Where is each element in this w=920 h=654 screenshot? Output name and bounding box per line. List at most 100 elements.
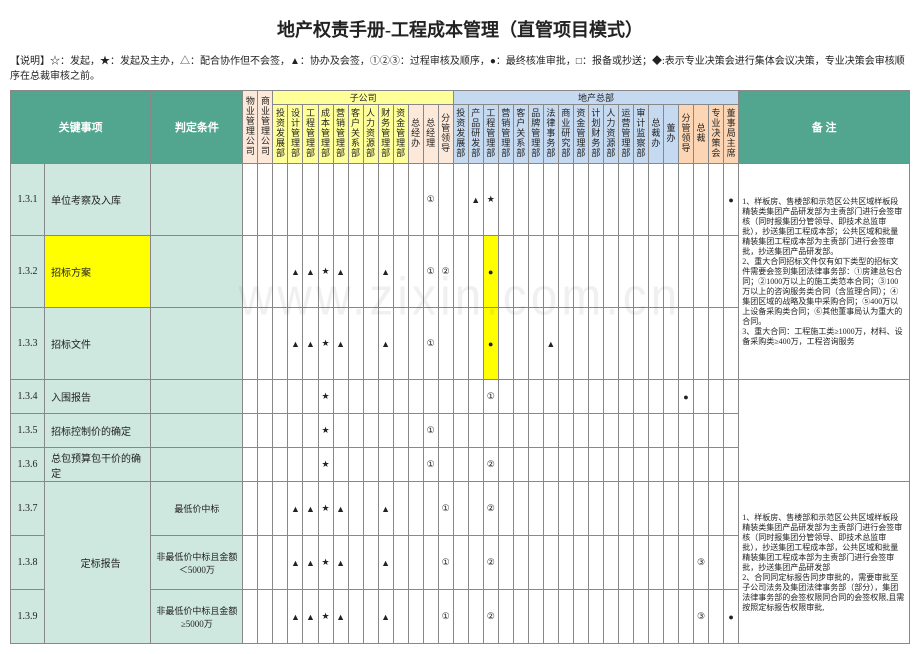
cell — [543, 590, 558, 644]
cell — [558, 414, 573, 448]
dept-15: 产品研发部 — [468, 105, 483, 164]
cell — [408, 308, 423, 380]
cell — [558, 590, 573, 644]
cell — [663, 164, 678, 236]
cell — [693, 448, 708, 482]
cell — [678, 414, 693, 448]
dept-26: 审计监察部 — [633, 105, 648, 164]
key-cell: 入围报告 — [45, 380, 151, 414]
dept-9: 财务管理部 — [378, 105, 393, 164]
cell — [393, 536, 408, 590]
cell — [724, 448, 739, 482]
cell — [468, 448, 483, 482]
cell — [633, 380, 648, 414]
cell — [303, 448, 318, 482]
cell — [273, 380, 288, 414]
cell — [648, 448, 663, 482]
cell: ① — [423, 236, 438, 308]
cell — [513, 380, 528, 414]
cell — [363, 308, 378, 380]
cell — [648, 590, 663, 644]
cell — [258, 414, 273, 448]
cell — [288, 448, 303, 482]
cell — [243, 164, 258, 236]
dept-27: 总裁办 — [648, 105, 663, 164]
cell — [258, 536, 273, 590]
cell — [468, 236, 483, 308]
cell — [378, 164, 393, 236]
hdr-remark: 备 注 — [739, 91, 910, 164]
cell — [678, 482, 693, 536]
cell — [258, 308, 273, 380]
row-num: 1.3.8 — [11, 536, 45, 590]
cell — [633, 536, 648, 590]
cell — [648, 482, 663, 536]
cell: ① — [423, 164, 438, 236]
cell — [588, 536, 603, 590]
cell — [573, 236, 588, 308]
dept-13: 分管领导 — [438, 105, 453, 164]
row-num: 1.3.5 — [11, 414, 45, 448]
cell: ① — [423, 308, 438, 380]
cell — [333, 380, 348, 414]
hdr-sub: 子公司 — [273, 91, 453, 105]
cell — [393, 380, 408, 414]
cell — [348, 164, 363, 236]
cell — [273, 308, 288, 380]
cell — [693, 380, 708, 414]
cond-cell: 最低价中标 — [151, 482, 243, 536]
cell — [348, 536, 363, 590]
main-table: 关键事项 判定条件 物业管理公司 商业管理公司 子公司 地产总部 备 注 投资发… — [10, 90, 910, 644]
key-cell: 招标方案 — [45, 236, 151, 308]
cell: ① — [438, 590, 453, 644]
header-row-1: 关键事项 判定条件 物业管理公司 商业管理公司 子公司 地产总部 备 注 — [11, 91, 910, 105]
cell: ● — [724, 164, 739, 236]
cell — [588, 590, 603, 644]
cell — [543, 380, 558, 414]
row-1.3.4: 1.3.4入围报告★①● — [11, 380, 910, 414]
cell — [573, 164, 588, 236]
cell — [648, 380, 663, 414]
cell: ▲ — [303, 536, 318, 590]
cell — [393, 308, 408, 380]
cell — [663, 536, 678, 590]
cell — [573, 590, 588, 644]
cell — [543, 236, 558, 308]
cell — [453, 164, 468, 236]
dept-12: 总经理 — [423, 105, 438, 164]
cell — [724, 236, 739, 308]
cell — [724, 414, 739, 448]
cell — [243, 308, 258, 380]
cell: ① — [438, 536, 453, 590]
cell — [303, 380, 318, 414]
cell — [708, 380, 723, 414]
cond-cell — [151, 414, 243, 448]
cell — [468, 590, 483, 644]
cell — [453, 308, 468, 380]
key-cell: 总包预算包干价的确定 — [45, 448, 151, 482]
hdr-cond: 判定条件 — [151, 91, 243, 164]
cell — [513, 308, 528, 380]
cell — [318, 164, 333, 236]
dept-25: 运营管理部 — [618, 105, 633, 164]
cell — [528, 308, 543, 380]
dept-7: 客户关系部 — [348, 105, 363, 164]
cell — [528, 448, 543, 482]
cell — [603, 414, 618, 448]
cell — [333, 164, 348, 236]
cell — [363, 380, 378, 414]
row-num: 1.3.9 — [11, 590, 45, 644]
cell — [648, 536, 663, 590]
cell — [588, 236, 603, 308]
cell: ▲ — [378, 536, 393, 590]
cell — [423, 590, 438, 644]
cell — [348, 236, 363, 308]
cell — [273, 236, 288, 308]
cell — [243, 236, 258, 308]
cell — [573, 380, 588, 414]
cell — [408, 414, 423, 448]
cell — [543, 536, 558, 590]
cell — [438, 308, 453, 380]
cell: ★ — [318, 414, 333, 448]
hdr-hq: 地产总部 — [453, 91, 739, 105]
